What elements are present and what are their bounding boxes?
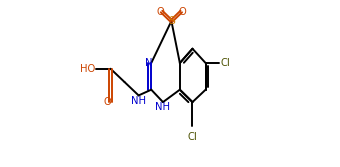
Text: NH: NH	[155, 102, 170, 112]
Text: O: O	[179, 7, 187, 17]
Text: Cl: Cl	[220, 58, 230, 68]
Text: HO: HO	[80, 64, 95, 74]
Text: Cl: Cl	[188, 132, 197, 142]
Text: O: O	[156, 7, 164, 17]
Text: NH: NH	[131, 96, 146, 106]
Text: S: S	[168, 16, 175, 26]
Text: O: O	[103, 97, 111, 107]
Text: N: N	[146, 58, 153, 68]
